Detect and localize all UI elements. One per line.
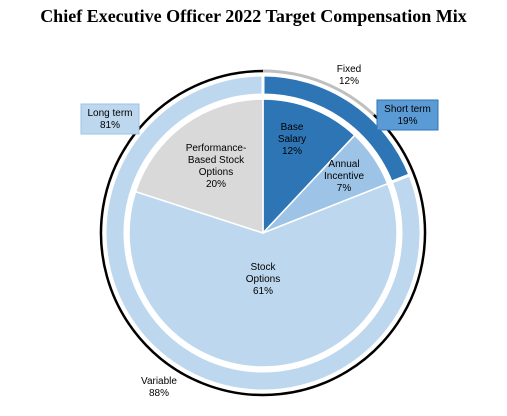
ring-segment-long-term — [103, 73, 423, 393]
inner-pie — [128, 98, 398, 368]
slice-label-base: Base Salary 12% — [278, 122, 306, 157]
callout-box-long-term — [80, 103, 140, 135]
callout-label-short-term: Short term 19% — [384, 104, 431, 127]
outer-label-fixed: Fixed 12% — [337, 64, 361, 87]
labels: Base Salary 12% Annual Incentive 7% Stock Optio… — [80, 64, 439, 399]
pie-slice-performance — [134, 98, 264, 235]
chart-title: Chief Executive Officer 2022 Target Comp… — [40, 6, 467, 26]
slice-label-annual: Annual Incentive 7% — [324, 159, 364, 194]
callout-label-long-term: Long term 81% — [87, 108, 132, 131]
pie-slice-stock — [128, 182, 398, 368]
pie-slice-base — [262, 98, 356, 235]
slice-label-stock: Stock Options 61% — [246, 262, 280, 297]
outer-label-variable: Variable 88% — [141, 376, 177, 399]
callout-box-short-term — [376, 99, 439, 131]
outer-arc-fixed — [262, 69, 375, 117]
slice-label-performance: Performance-Based Stock Options 20% — [186, 143, 247, 190]
